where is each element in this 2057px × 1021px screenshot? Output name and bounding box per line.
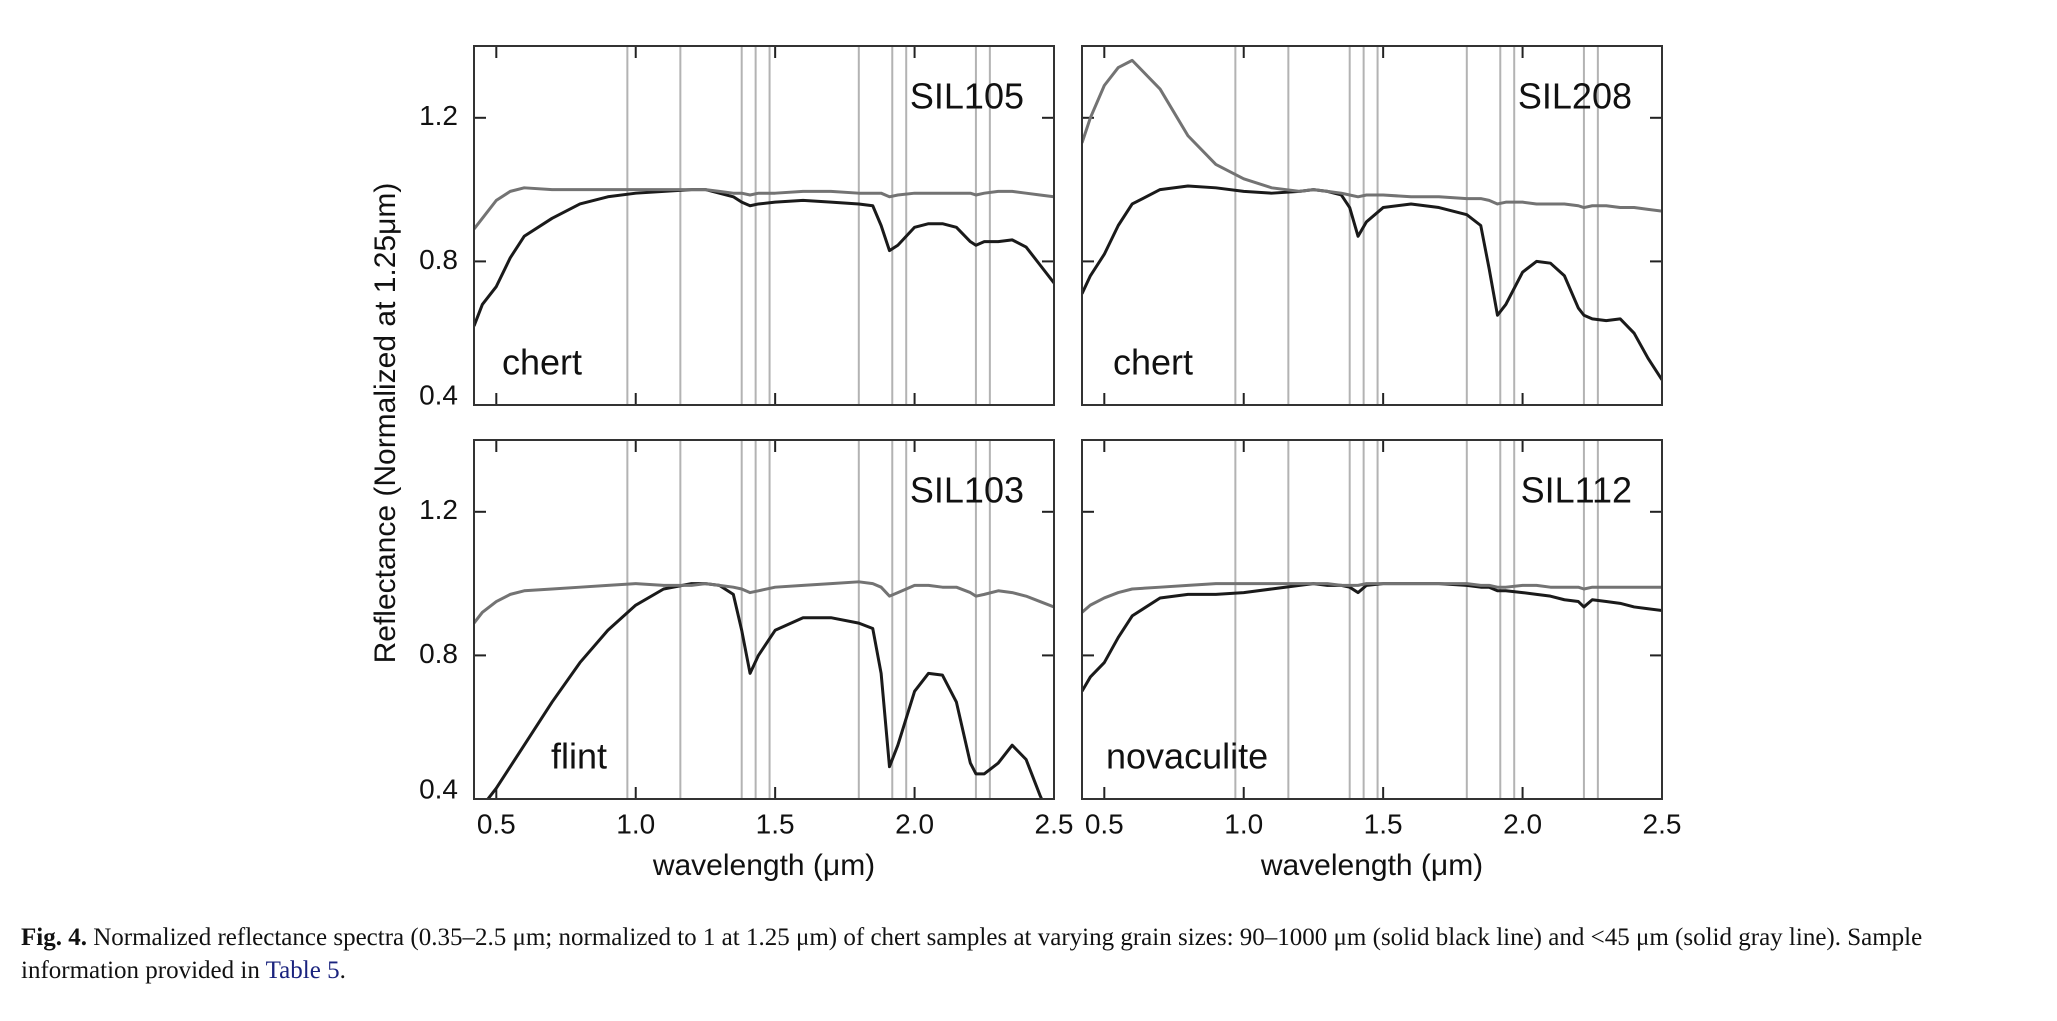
sample-id: SIL103 xyxy=(910,470,1024,511)
plot-frame xyxy=(1081,439,1663,800)
y-tick-label: 1.2 xyxy=(419,494,458,525)
y-axis-label: Reflectance (Normalized at 1.25μm) xyxy=(369,183,402,664)
sample-type: flint xyxy=(551,736,607,777)
spectrum-line xyxy=(1082,582,1662,614)
x-axis-label: wavelength (μm) xyxy=(1260,849,1483,882)
panel: 0.5 1.0 1.5 2.0 2.5 SIL112 novaculite wavelengt… xyxy=(1081,439,1682,882)
sample-type: chert xyxy=(502,342,582,383)
caption-link[interactable]: Table 5 xyxy=(265,957,340,984)
y-tick-label: 1.2 xyxy=(419,100,458,131)
y-tick-label: 0.8 xyxy=(419,244,458,275)
panel: SIL208 chert xyxy=(1081,45,1663,406)
x-axis-label: wavelength (μm) xyxy=(652,849,875,882)
x-tick-label: 0.5 xyxy=(1085,808,1124,839)
panel: 0.5 1.0 1.5 2.0 2.5 0.4 0.8 1.2 SIL103 flint wavel… xyxy=(419,439,1074,882)
x-tick-label: 1.0 xyxy=(1224,808,1263,839)
x-tick-label: 0.5 xyxy=(477,808,516,839)
sample-type: chert xyxy=(1113,342,1193,383)
caption-end: . xyxy=(339,957,346,984)
x-tick-label: 2.0 xyxy=(895,808,934,839)
y-tick-label: 0.4 xyxy=(419,773,458,804)
plot-frame xyxy=(473,45,1055,406)
y-tick-label: 0.8 xyxy=(419,638,458,669)
spectrum-line xyxy=(1082,184,1662,381)
spectrum-line xyxy=(474,188,1054,327)
caption-label: Fig. 4. xyxy=(21,924,87,951)
spectrum-line xyxy=(474,186,1054,231)
x-tick-label: 2.5 xyxy=(1643,808,1682,839)
sample-type: novaculite xyxy=(1106,736,1268,777)
x-tick-label: 1.0 xyxy=(616,808,655,839)
spectrum-line xyxy=(1082,58,1662,213)
x-tick-label: 2.5 xyxy=(1035,808,1074,839)
caption: Fig. 4. Normalized reflectance spectra (… xyxy=(21,921,2046,987)
plot-frame xyxy=(1081,45,1663,406)
spectrum-line xyxy=(474,580,1054,625)
y-tick-label: 0.4 xyxy=(419,379,458,410)
panel: 0.4 0.8 1.2 SIL105 chert xyxy=(419,45,1055,410)
sample-id: SIL208 xyxy=(1518,76,1632,117)
x-tick-label: 2.0 xyxy=(1503,808,1542,839)
figure: Reflectance (Normalized at 1.25μm) 0.40.… xyxy=(369,45,1682,882)
sample-id: SIL105 xyxy=(910,76,1024,117)
x-tick-label: 1.5 xyxy=(1364,808,1403,839)
spectrum-line xyxy=(486,582,1044,799)
caption-text: Normalized reflectance spectra (0.35–2.5… xyxy=(21,924,1923,984)
spectrum-line xyxy=(1082,582,1662,693)
x-tick-label: 1.5 xyxy=(756,808,795,839)
sample-id: SIL112 xyxy=(1521,470,1632,511)
plot-frame xyxy=(473,439,1055,800)
